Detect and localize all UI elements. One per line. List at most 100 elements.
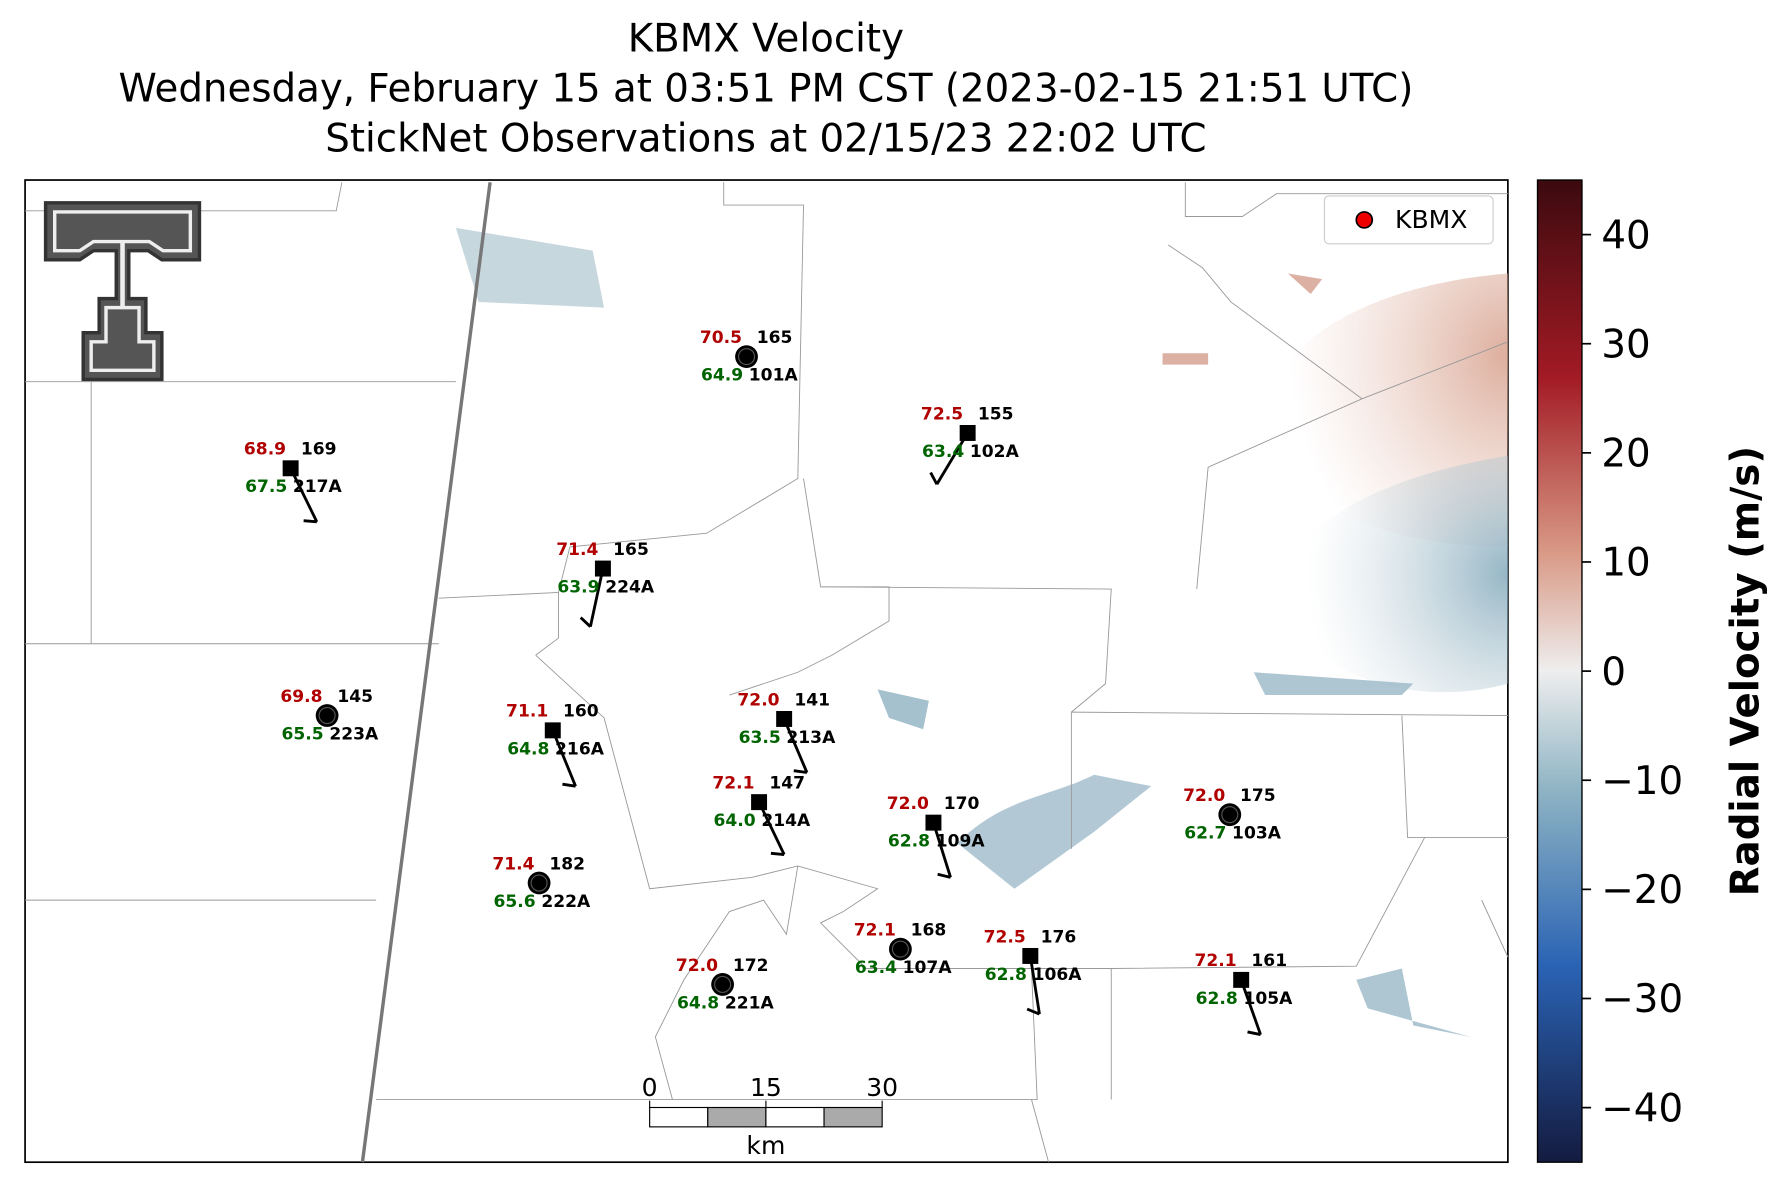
wind-barb — [289, 467, 319, 523]
dewpoint: 65.6 — [494, 892, 536, 912]
wind-barb — [782, 718, 809, 774]
wind-barb — [1239, 979, 1262, 1036]
scale-tick-label: 0 — [642, 1073, 658, 1102]
temperature: 71.4 — [556, 540, 598, 560]
logo — [43, 201, 202, 382]
station-marker-ring — [1221, 806, 1239, 824]
station-marker — [594, 560, 611, 577]
dewpoint: 64.0 — [714, 811, 756, 831]
pressure: 172 — [733, 956, 769, 976]
pressure: 160 — [563, 702, 599, 722]
subtitle: Wednesday, February 15 at 03:51 PM CST (… — [118, 66, 1413, 111]
map-frame — [24, 179, 1509, 1164]
dewpoint: 64.9 — [701, 366, 743, 386]
wind-barb-flag — [303, 519, 317, 524]
colorbar-tick-label: 10 — [1601, 541, 1650, 586]
scale-segment — [707, 1106, 767, 1128]
station-id: 103A — [1232, 824, 1282, 844]
county-lines — [25, 182, 1509, 1163]
temperature: 72.5 — [984, 927, 1026, 947]
wind-barb-flag — [770, 851, 785, 856]
dewpoint: 63.4 — [855, 958, 897, 978]
station-marker — [959, 424, 976, 441]
pressure: 165 — [613, 540, 649, 560]
pressure: 147 — [769, 773, 805, 793]
temperature: 71.4 — [492, 854, 534, 874]
pressure: 155 — [978, 404, 1014, 424]
station-id: 224A — [605, 577, 655, 597]
temperature: 71.1 — [506, 702, 548, 722]
wind-barb — [551, 729, 577, 787]
legend-marker — [1355, 211, 1374, 229]
temperature: 72.0 — [1183, 786, 1225, 806]
colorbar-tick-label: −10 — [1601, 759, 1683, 804]
station-id: 107A — [903, 958, 953, 978]
wind-barb — [935, 432, 969, 485]
station-marker-ring — [318, 706, 336, 725]
colorbar: Radial Velocity (m/s) −40 −30 −20 −10 0 10 20 3… — [1536, 179, 1769, 1163]
colorbar-label: Radial Velocity (m/s) — [1724, 446, 1769, 896]
wind-barb-flag — [1026, 1007, 1040, 1016]
pressure: 165 — [757, 328, 793, 348]
station-marker — [1233, 971, 1250, 988]
scale-tick-label: 15 — [750, 1073, 782, 1102]
station-id: 216A — [555, 739, 605, 759]
colorbar-tick-label: 0 — [1601, 650, 1626, 695]
wind-barb — [757, 801, 786, 856]
station-marker — [751, 794, 768, 811]
station-marker-ring — [891, 940, 909, 958]
pressure: 176 — [1041, 927, 1077, 947]
stations: 70.5 165 64.9 101A 72.5 155 63.4 102A 68.9 169 67.… — [244, 328, 1293, 1036]
station-marker — [1022, 947, 1039, 964]
temperature: 68.9 — [244, 440, 286, 460]
wind-barb-flag — [1247, 1030, 1261, 1036]
dewpoint: 62.8 — [1196, 989, 1238, 1009]
station-id: 101A — [749, 366, 799, 386]
pressure: 145 — [337, 687, 373, 707]
colorbar-tick-label: 40 — [1601, 213, 1650, 258]
dewpoint: 63.4 — [922, 442, 964, 462]
pressure: 170 — [944, 794, 980, 814]
scale-segment — [765, 1106, 825, 1128]
temperature: 72.5 — [921, 404, 963, 424]
temperature: 72.1 — [854, 920, 896, 940]
wind-barb — [1028, 955, 1041, 1015]
wind-barb-flag — [793, 769, 808, 774]
dewpoint: 64.8 — [507, 739, 549, 759]
legend-box — [1323, 195, 1494, 245]
dewpoint: 65.5 — [282, 724, 324, 744]
station-id: 102A — [970, 442, 1020, 462]
colorbar-tick-label: 30 — [1601, 322, 1650, 367]
pressure: 168 — [911, 920, 947, 940]
dewpoint: 63.9 — [557, 577, 599, 597]
title: KBMX Velocity — [628, 16, 904, 61]
station-marker-ring — [714, 975, 732, 993]
scale-segment — [649, 1106, 709, 1128]
wind-barb-flag — [579, 616, 592, 628]
radar-echoes — [455, 227, 1508, 1037]
temperature: 69.8 — [280, 687, 322, 707]
pressure: 141 — [794, 690, 830, 710]
station-id: 109A — [936, 832, 986, 852]
station-marker — [776, 710, 793, 727]
station-marker — [925, 814, 942, 831]
temperature: 72.1 — [712, 773, 754, 793]
station-id: 221A — [725, 993, 775, 1013]
wind-barb-flag — [937, 872, 951, 879]
station-id: 223A — [329, 724, 379, 744]
pressure: 175 — [1240, 786, 1276, 806]
scale-bar: 0 15 30 km — [642, 1073, 898, 1160]
dewpoint: 64.8 — [677, 993, 719, 1013]
dewpoint: 63.5 — [739, 728, 781, 748]
station-id: 217A — [293, 477, 343, 497]
wind-barb-flag — [562, 782, 576, 788]
scale-segment — [823, 1106, 883, 1128]
colorbar-tick-label: 20 — [1601, 432, 1650, 477]
map-panel: KBMX 70.5 165 64.9 101A 72.5 155 63.4 102A 68.9 1… — [24, 179, 1509, 1164]
temperature: 72.0 — [737, 690, 779, 710]
legend-label: KBMX — [1395, 205, 1467, 234]
colorbar-tick-label: −40 — [1601, 1086, 1683, 1131]
station-marker — [544, 722, 561, 739]
colorbar-tick-label: −30 — [1601, 977, 1683, 1022]
